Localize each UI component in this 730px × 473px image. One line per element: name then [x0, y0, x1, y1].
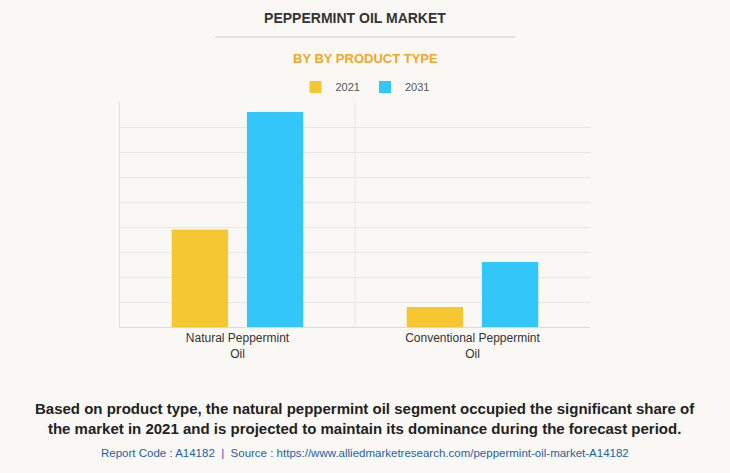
- svg-text:Natural PeppermintOil: Natural PeppermintOil: [186, 331, 290, 361]
- svg-text:2031: 2031: [405, 81, 429, 93]
- svg-text:2021: 2021: [336, 81, 360, 93]
- svg-text:Conventional PeppermintOil: Conventional PeppermintOil: [405, 331, 540, 361]
- svg-text:BY BY PRODUCT TYPE: BY BY PRODUCT TYPE: [293, 51, 438, 66]
- svg-text:Report Code : A14182 | Sourc: Report Code : A14182 | Source : https://…: [101, 447, 629, 459]
- svg-text:Based on product type, the nat: Based on product type, the natural peppe…: [35, 400, 695, 437]
- svg-text:PEPPERMINT OIL MARKET: PEPPERMINT OIL MARKET: [264, 10, 446, 26]
